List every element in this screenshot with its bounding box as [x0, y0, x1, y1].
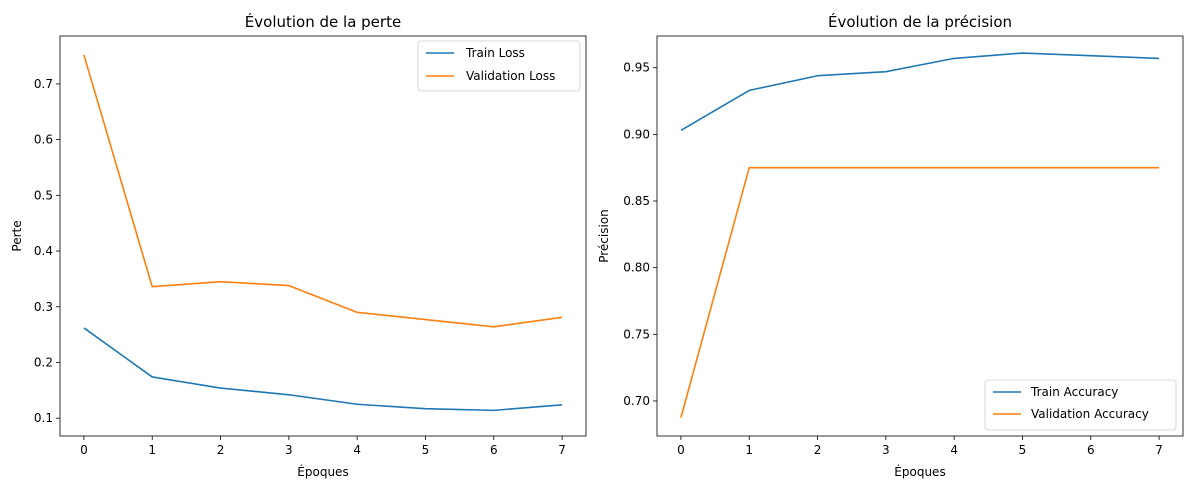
x-tick-label: 5 — [1019, 443, 1027, 457]
y-tick-label: 0.1 — [34, 411, 53, 425]
y-tick-label: 0.70 — [623, 394, 650, 408]
legend-label-validation-loss: Validation Loss — [466, 69, 555, 83]
x-tick-label: 4 — [353, 443, 361, 457]
tick-layer: 0 1 2 3 4 5 6 7 0.1 0.2 0.3 0.4 0.5 0.6 0.7 — [34, 77, 566, 457]
plot-frame — [59, 35, 587, 437]
y-tick-label: 0.3 — [34, 300, 53, 314]
series-line-validation-loss — [83, 54, 563, 328]
series-line-validation-accuracy — [680, 166, 1160, 418]
x-tick-label: 4 — [950, 443, 958, 457]
y-tick-label: 0.90 — [623, 127, 650, 141]
y-tick-label: 0.80 — [623, 261, 650, 275]
x-tick-label: 6 — [1087, 443, 1095, 457]
y-tick-label: 0.5 — [34, 188, 53, 202]
y-tick-label: 0.85 — [623, 194, 650, 208]
x-tick-label: 2 — [217, 443, 225, 457]
series-line-train-loss — [83, 327, 563, 412]
y-tick-label: 0.6 — [34, 133, 53, 147]
legend-box — [984, 379, 1177, 431]
legend: Train Loss Validation Loss — [417, 40, 581, 92]
x-tick-label: 3 — [285, 443, 293, 457]
series-layer — [680, 52, 1160, 418]
legend-label-train-loss: Train Loss — [465, 46, 525, 60]
chart-title: Évolution de la précision — [828, 12, 1012, 31]
x-axis-label: Époques — [297, 464, 348, 479]
plot-frame — [656, 35, 1184, 437]
y-axis-label: Précision — [597, 209, 611, 263]
x-tick-label: 1 — [745, 443, 753, 457]
x-tick-label: 6 — [490, 443, 498, 457]
x-tick-label: 2 — [814, 443, 822, 457]
accuracy-chart: Évolution de la précision Époques Précis… — [597, 12, 1184, 479]
series-line-train-accuracy — [680, 52, 1160, 132]
x-axis-label: Époques — [894, 464, 945, 479]
x-tick-label: 0 — [80, 443, 88, 457]
legend: Train Accuracy Validation Accuracy — [984, 379, 1177, 431]
y-tick-label: 0.4 — [34, 244, 53, 258]
y-tick-label: 0.2 — [34, 355, 53, 369]
loss-chart: Évolution de la perte Époques Perte 0 1 2 3… — [10, 12, 587, 479]
y-tick-label: 0.95 — [623, 61, 650, 75]
x-tick-label: 5 — [422, 443, 430, 457]
legend-box — [417, 40, 581, 92]
x-tick-label: 0 — [677, 443, 685, 457]
x-tick-label: 1 — [148, 443, 156, 457]
legend-label-train-accuracy: Train Accuracy — [1030, 385, 1118, 399]
chart-title: Évolution de la perte — [245, 12, 401, 31]
tick-layer: 0 1 2 3 4 5 6 7 0.70 0.75 0.80 0.85 0.90 0.95 — [623, 61, 1163, 457]
x-tick-label: 7 — [1155, 443, 1163, 457]
y-tick-label: 0.7 — [34, 77, 53, 91]
x-tick-label: 3 — [882, 443, 890, 457]
y-tick-label: 0.75 — [623, 327, 650, 341]
x-tick-label: 7 — [558, 443, 566, 457]
y-axis-label: Perte — [10, 220, 24, 251]
series-layer — [83, 54, 563, 412]
legend-label-validation-accuracy: Validation Accuracy — [1031, 407, 1149, 421]
